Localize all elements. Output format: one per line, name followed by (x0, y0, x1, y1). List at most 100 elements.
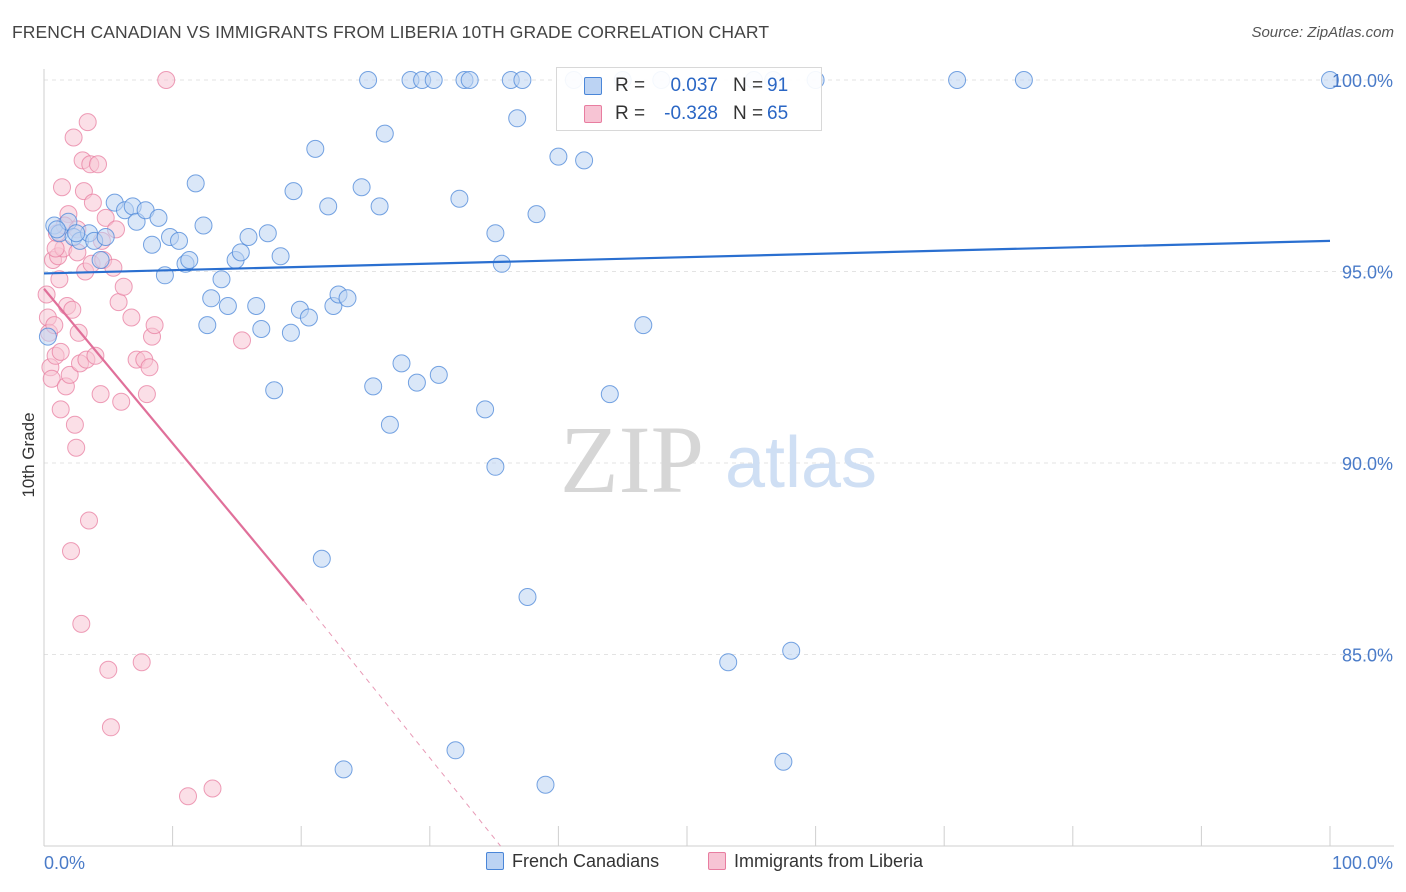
liberia-point (137, 385, 156, 404)
french-canadian-point (281, 323, 300, 342)
watermark: ZIP atlas (560, 406, 877, 513)
french-canadian-point (252, 320, 271, 338)
liberia-point (63, 300, 82, 319)
french-canadian-point (476, 400, 495, 419)
liberia-point (51, 342, 70, 361)
liberia-point (64, 128, 83, 147)
french-canadian-point (352, 178, 371, 197)
french-canadian-point (536, 775, 555, 794)
r-value: 0.037 (670, 75, 718, 96)
liberia-trend-line (43, 288, 305, 602)
liberia-trend-extension (303, 600, 501, 847)
french-canadian-point (1014, 71, 1033, 89)
legend-label: French Canadians (512, 851, 660, 871)
liberia-point (99, 660, 118, 679)
french-canadian-point (359, 71, 378, 89)
french-canadian-point (549, 147, 568, 166)
french-canadian-point (575, 151, 594, 170)
french-canadian-point (527, 205, 546, 224)
french-canadian-point (446, 741, 465, 760)
liberia-point (145, 316, 164, 335)
series-liberia-points (37, 71, 251, 806)
french-canadian-point (370, 197, 389, 216)
y-tick-label: 85.0% (1342, 646, 1393, 666)
pink-swatch-icon (584, 105, 602, 123)
french-canadian-point (149, 208, 168, 227)
blue-swatch-icon (486, 852, 504, 870)
french-canadian-point (380, 415, 399, 434)
french-canadian-point (67, 224, 86, 243)
blue-swatch-icon (584, 77, 602, 95)
french-canadian-point (634, 316, 653, 335)
french-canadian-point (284, 182, 303, 201)
french-canadian-point (218, 297, 237, 315)
y-axis-title: 10th Grade (19, 412, 38, 497)
french-canadian-point (450, 189, 469, 208)
liberia-point (140, 358, 159, 377)
liberia-point (83, 193, 102, 212)
french-canadian-point (96, 228, 115, 246)
chart-title: FRENCH CANADIAN VS IMMIGRANTS FROM LIBER… (12, 22, 770, 42)
french-canadian-point (364, 377, 383, 396)
french-canadian-point (186, 174, 205, 193)
french-canadian-point (513, 71, 532, 89)
legend-item-liberia[interactable]: Immigrants from Liberia (708, 851, 923, 872)
french-canadian-point (202, 289, 221, 308)
liberia-point (112, 392, 131, 411)
n-label: N = (733, 103, 764, 124)
french-canadian-point (460, 71, 479, 89)
n-value: 65 (767, 103, 789, 124)
french-canadian-point (719, 653, 738, 672)
liberia-point (60, 365, 79, 384)
french-canadian-point (782, 641, 801, 660)
french-canadian-point (600, 385, 619, 404)
french-canadian-point (486, 224, 505, 243)
liberia-point (80, 511, 98, 530)
french-canadian-point (38, 327, 57, 346)
french-canadian-point (334, 760, 353, 779)
french-canadian-point (212, 270, 231, 289)
liberia-point (78, 113, 97, 132)
french-canadian-point (231, 243, 250, 262)
french-canadian-point (375, 124, 394, 143)
y-tick-label: 95.0% (1342, 263, 1393, 283)
watermark-atlas: atlas (725, 423, 877, 503)
french-canadian-point (486, 457, 505, 476)
french-canadian-point (429, 365, 448, 384)
liberia-point (179, 787, 197, 806)
legend-item-french-canadians[interactable]: French Canadians (486, 851, 659, 872)
liberia-point (37, 285, 56, 304)
french-canadian-point (299, 308, 318, 327)
french-canadian-point (319, 197, 338, 216)
x-tick-label: 0.0% (44, 853, 85, 873)
n-value: 91 (767, 75, 789, 96)
french-canadian-point (91, 251, 110, 269)
french-canadian-point (518, 588, 537, 606)
axes (43, 69, 1394, 847)
liberia-point (132, 653, 151, 672)
french-canadian-point (198, 316, 217, 335)
french-canadian-point (47, 220, 66, 239)
stats-legend-row-french-canadians: R = 0.037 N = 91 (557, 73, 821, 101)
french-canadian-point (338, 289, 357, 308)
french-canadian-point (424, 71, 443, 89)
liberia-point (109, 293, 128, 312)
french-canadian-point (392, 354, 411, 373)
stats-legend-row-liberia: R = -0.328 N = 65 (557, 101, 821, 129)
r-label: R = (615, 75, 646, 96)
french-canadian-point (194, 216, 213, 235)
liberia-point (101, 718, 120, 737)
liberia-point (91, 385, 110, 404)
grid-lines (44, 79, 1394, 655)
x-tick-label: 100.0% (1332, 853, 1393, 873)
french-canadian-trend-line (43, 239, 1331, 275)
r-label: R = (615, 103, 646, 124)
liberia-point (203, 779, 222, 798)
french-canadian-point (1321, 71, 1339, 89)
trend-lines (43, 239, 1331, 847)
liberia-point (53, 178, 71, 197)
liberia-point (67, 438, 86, 457)
french-canadian-point (312, 549, 331, 568)
liberia-point (50, 270, 69, 289)
legend-label: Immigrants from Liberia (734, 851, 924, 871)
